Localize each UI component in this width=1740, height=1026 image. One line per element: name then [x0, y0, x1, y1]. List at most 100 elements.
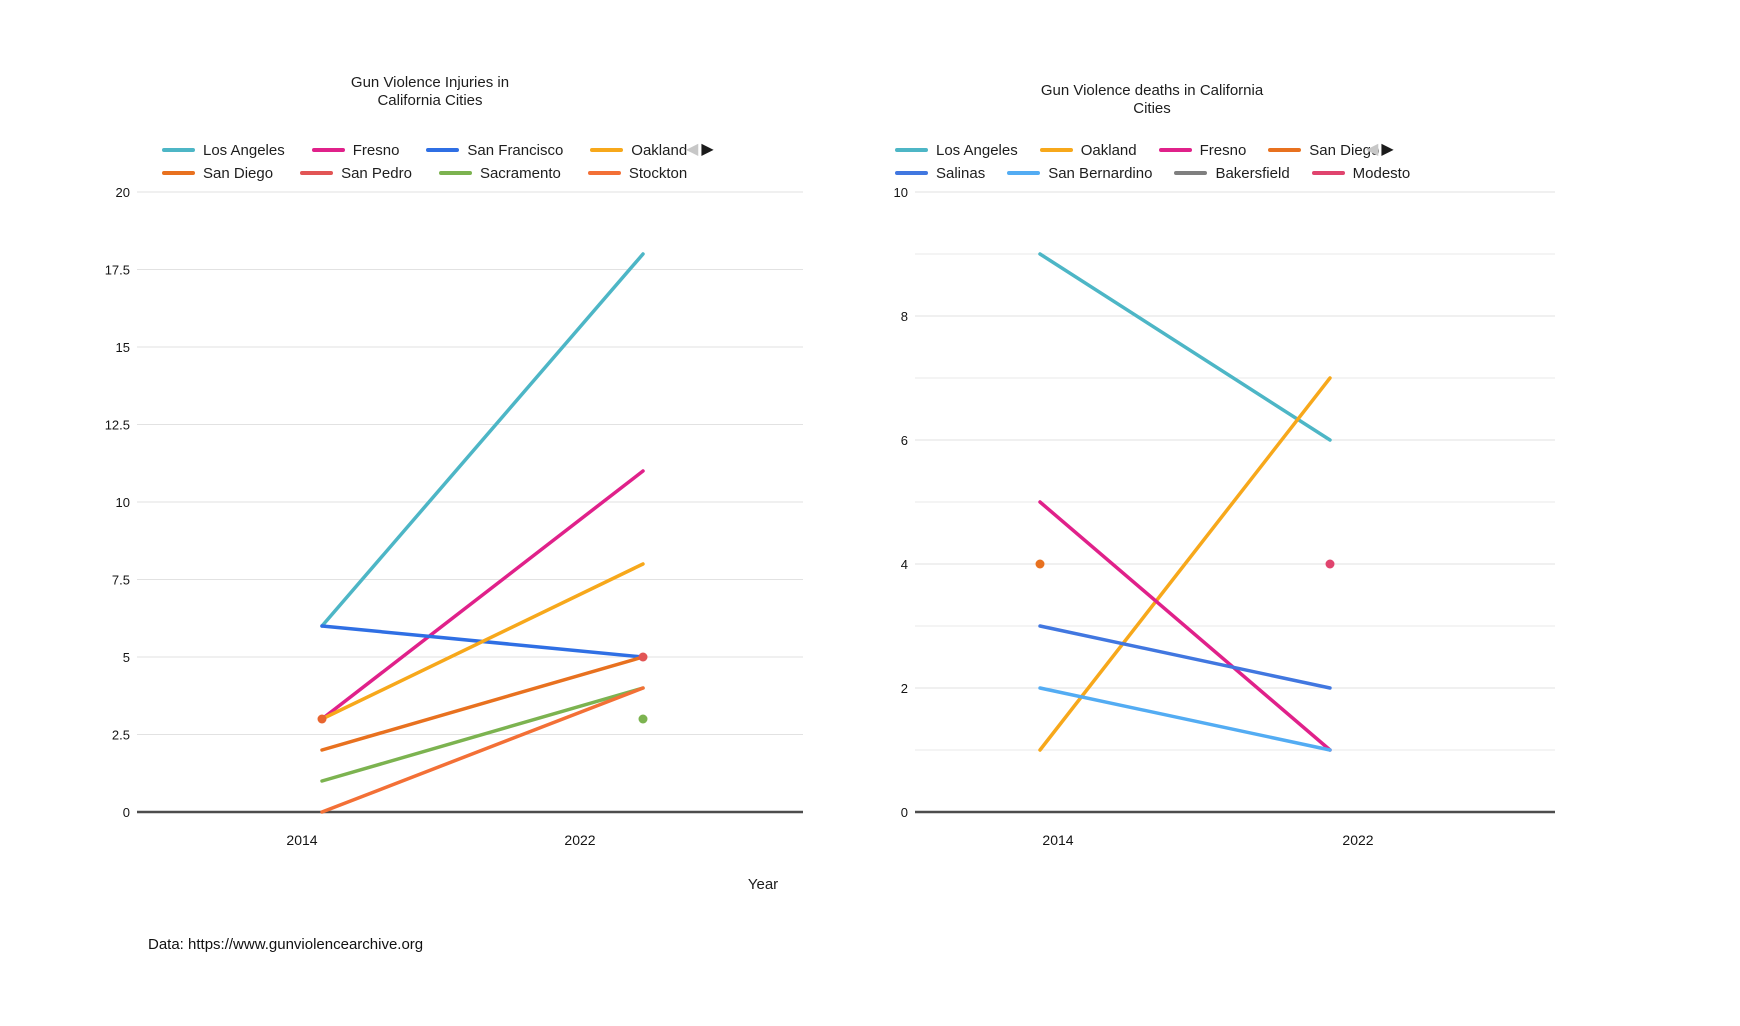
legend-swatch: [162, 171, 195, 175]
y-tick-label: 2.5: [112, 728, 130, 743]
legend-item-oakland[interactable]: Oakland: [590, 142, 687, 159]
legend-label: Oakland: [1080, 141, 1137, 159]
legend-label: San Pedro: [341, 164, 412, 182]
series-line-oakland[interactable]: [320, 562, 645, 721]
legend-item-san-pedro[interactable]: San Pedro: [300, 165, 412, 182]
legend-swatch: [311, 148, 345, 152]
legend-swatch: [438, 171, 472, 175]
series-line-los-angeles[interactable]: [320, 252, 645, 628]
legend-swatch: [1039, 148, 1073, 152]
y-tick-label: 8: [901, 309, 908, 324]
chart2-title-line1: Gun Violence deaths in California: [1040, 82, 1264, 99]
series-line-fresno[interactable]: [320, 469, 645, 721]
y-tick-label: 20: [116, 185, 130, 200]
legend-label: Salinas: [936, 164, 986, 182]
legend-row: Los Angeles Oakland Fresno San Diego: [895, 140, 1410, 160]
point-marker[interactable]: [638, 714, 648, 724]
legend-prev-icon[interactable]: ◀: [686, 141, 699, 158]
legend-label: Fresno: [1199, 141, 1247, 159]
legend-swatch: [162, 148, 195, 152]
y-tick-label: 10: [116, 495, 130, 510]
legend-label: Los Angeles: [203, 141, 285, 159]
legend-label: Stockton: [628, 164, 688, 182]
chart2-legend: Los Angeles Oakland Fresno San Diego Salinas…: [895, 140, 1410, 183]
legend-row: San Diego San Pedro Sacramento Stockton: [162, 163, 687, 183]
y-tick-label: 0: [123, 805, 130, 820]
legend-swatch: [426, 148, 460, 152]
x-axis-title: Year: [747, 876, 779, 893]
series-line-fresno[interactable]: [1038, 500, 1332, 752]
y-tick-label: 15: [116, 340, 130, 355]
legend-swatch: [1007, 171, 1041, 175]
legend-item-oakland[interactable]: Oakland: [1039, 141, 1137, 159]
legend-label: Los Angeles: [936, 141, 1018, 159]
y-tick-label: 17.5: [105, 263, 130, 278]
legend-swatch: [1311, 171, 1345, 175]
legend-item-san-diego[interactable]: San Diego: [1268, 142, 1379, 159]
legend-label: Modesto: [1352, 164, 1411, 182]
y-tick-label: 7.5: [112, 573, 130, 588]
legend-swatch: [587, 171, 621, 175]
x-tick-label: 2014: [286, 832, 317, 848]
legend-item-sacramento[interactable]: Sacramento: [438, 165, 561, 182]
legend-next-icon[interactable]: ▶: [701, 141, 714, 158]
series-line-sacramento[interactable]: [320, 686, 645, 783]
legend-item-los-angeles[interactable]: Los Angeles: [162, 142, 285, 159]
legend-prev-icon[interactable]: ◀: [1366, 141, 1379, 158]
chart2-title: Gun Violence deaths in California Cities: [942, 82, 1362, 118]
chart1-legend-pagination: ◀ ▶: [686, 141, 714, 159]
legend-swatch: [1158, 148, 1192, 152]
legend-row: Salinas San Bernardino Bakersfield Modesto: [895, 163, 1410, 183]
legend-swatch: [590, 148, 624, 152]
legend-item-modesto[interactable]: Modesto: [1311, 164, 1411, 182]
legend-item-san-diego[interactable]: San Diego: [162, 165, 273, 182]
legend-row: Los Angeles Fresno San Francisco Oakland: [162, 140, 687, 160]
series-point-modesto[interactable]: [1325, 559, 1335, 569]
legend-item-salinas[interactable]: Salinas: [895, 165, 985, 182]
legend-label: San Diego: [1309, 141, 1380, 159]
legend-item-san-bernardino[interactable]: San Bernardino: [1007, 165, 1152, 182]
series-point-san-pedro[interactable]: [638, 652, 648, 662]
series-line-san-diego[interactable]: [320, 655, 645, 752]
data-source-footer: Data: https://www.gunviolencearchive.org: [148, 936, 424, 953]
legend-item-san-francisco[interactable]: San Francisco: [426, 142, 563, 159]
chart2-legend-pagination: ◀ ▶: [1366, 141, 1394, 159]
chart1-legend: Los Angeles Fresno San Francisco Oakland San…: [162, 140, 687, 183]
legend-next-icon[interactable]: ▶: [1381, 141, 1394, 158]
series-point-san-diego[interactable]: [1035, 559, 1045, 569]
legend-swatch: [895, 171, 928, 175]
legend-label: Bakersfield: [1215, 164, 1290, 182]
series-line-oakland[interactable]: [1038, 376, 1332, 752]
legend-label: Oakland: [631, 141, 688, 159]
chart2-title-line2: Cities: [1133, 100, 1171, 117]
legend-label: Fresno: [352, 141, 400, 159]
series-line-los-angeles[interactable]: [1038, 252, 1332, 442]
legend-item-fresno[interactable]: Fresno: [311, 141, 400, 159]
series-line-salinas[interactable]: [1038, 624, 1332, 690]
y-tick-label: 5: [123, 650, 130, 665]
y-tick-label: 2: [901, 681, 908, 696]
x-tick-label: 2022: [1342, 832, 1373, 848]
legend-item-los-angeles[interactable]: Los Angeles: [895, 142, 1018, 159]
y-tick-label: 6: [901, 433, 908, 448]
series-line-stockton[interactable]: [320, 686, 645, 814]
point-marker[interactable]: [317, 714, 327, 724]
legend-swatch: [1268, 148, 1302, 152]
legend-swatch: [895, 148, 928, 152]
y-tick-label: 4: [901, 557, 908, 572]
y-tick-label: 10: [894, 185, 908, 200]
y-tick-label: 0: [901, 805, 908, 820]
y-tick-label: 12.5: [105, 418, 130, 433]
series-line-san-bernardino[interactable]: [1038, 686, 1332, 752]
legend-swatch: [300, 171, 334, 175]
chart1-title: Gun Violence Injuries in California Citi…: [220, 74, 640, 110]
legend-item-bakersfield[interactable]: Bakersfield: [1174, 164, 1290, 182]
legend-label: San Diego: [203, 164, 274, 182]
legend-item-stockton[interactable]: Stockton: [587, 164, 688, 182]
legend-item-fresno[interactable]: Fresno: [1158, 141, 1247, 159]
legend-label: San Bernardino: [1048, 164, 1153, 182]
chart1-title-line1: Gun Violence Injuries in: [350, 74, 510, 91]
x-tick-label: 2014: [1042, 832, 1073, 848]
